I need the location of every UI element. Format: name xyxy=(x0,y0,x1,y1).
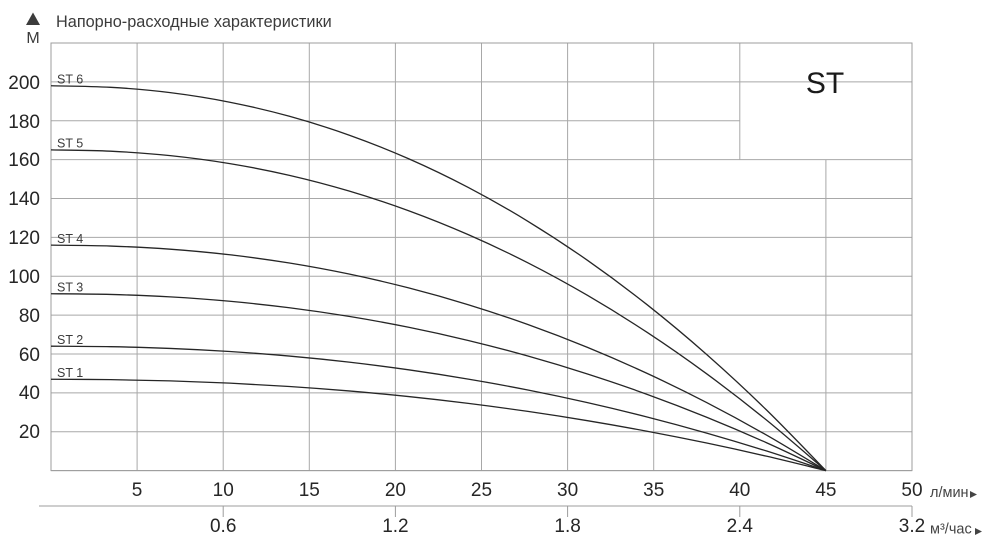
svg-text:3.2: 3.2 xyxy=(899,516,925,537)
svg-text:100: 100 xyxy=(8,267,40,288)
svg-text:ST 2: ST 2 xyxy=(57,333,83,347)
svg-text:ST 1: ST 1 xyxy=(57,366,83,380)
svg-text:60: 60 xyxy=(19,345,40,366)
svg-text:15: 15 xyxy=(299,480,320,501)
svg-text:25: 25 xyxy=(471,480,492,501)
svg-text:1.8: 1.8 xyxy=(554,516,580,537)
svg-text:1.2: 1.2 xyxy=(382,516,408,537)
svg-text:10: 10 xyxy=(213,480,234,501)
svg-text:ST: ST xyxy=(806,67,844,100)
svg-text:20: 20 xyxy=(19,422,40,443)
svg-text:ST 5: ST 5 xyxy=(57,137,83,151)
svg-text:35: 35 xyxy=(643,480,664,501)
svg-text:м³/час: м³/час xyxy=(930,522,972,538)
svg-text:M: M xyxy=(26,30,39,47)
svg-text:40: 40 xyxy=(729,480,750,501)
svg-text:ST 3: ST 3 xyxy=(57,281,83,295)
svg-text:20: 20 xyxy=(385,480,406,501)
svg-text:30: 30 xyxy=(557,480,578,501)
svg-text:180: 180 xyxy=(8,112,40,133)
svg-text:2.4: 2.4 xyxy=(727,516,754,537)
svg-text:л/мин: л/мин xyxy=(930,485,969,501)
svg-text:50: 50 xyxy=(901,480,922,501)
svg-text:140: 140 xyxy=(8,189,40,210)
svg-text:160: 160 xyxy=(8,150,40,171)
svg-text:ST 4: ST 4 xyxy=(57,232,83,246)
svg-text:ST 6: ST 6 xyxy=(57,73,83,87)
svg-text:0.6: 0.6 xyxy=(210,516,236,537)
svg-text:80: 80 xyxy=(19,306,40,327)
svg-text:200: 200 xyxy=(8,73,40,94)
svg-text:120: 120 xyxy=(8,228,40,249)
svg-text:40: 40 xyxy=(19,383,40,404)
svg-text:Напорно-расходные характеристи: Напорно-расходные характеристики xyxy=(56,13,332,31)
svg-text:5: 5 xyxy=(132,480,143,501)
svg-text:45: 45 xyxy=(815,480,836,501)
